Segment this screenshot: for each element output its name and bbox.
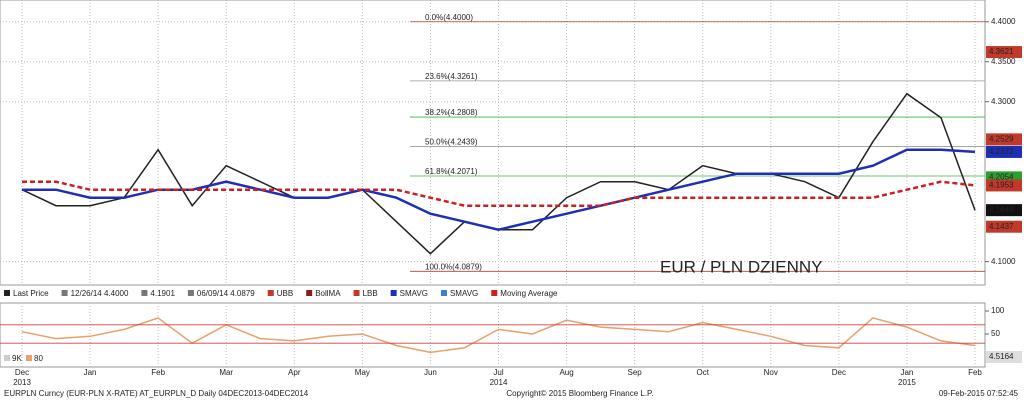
year-label: 2014 [490,378,508,387]
x-tick-label: Dec [832,368,846,377]
y-tick-label: 4.3000 [991,97,1016,106]
legend-label: 4.1901 [150,289,175,298]
footer-right: 09-Feb-2015 07:52:45 [939,389,1019,398]
legend-label: Last Price [13,289,49,298]
annotation: EUR / PLN DZIENNY [660,257,822,276]
year-label: 2013 [13,378,31,387]
fib-label: 100.0%(4.0879) [425,262,482,271]
last-value-tag [986,145,1022,158]
legend-label: SMAVG [450,289,478,298]
legend-label: UBB [277,289,293,298]
series-line [22,148,976,231]
last-value-label: 4.1437 [989,222,1014,231]
oscillator-panel [0,302,986,368]
last-value-tag [986,220,1022,233]
x-tick-label: May [355,368,370,377]
last-value-tag [986,179,1022,192]
legend-swatch [26,355,32,361]
legend-swatch [306,290,313,296]
x-tick-label: Dec [15,368,29,377]
legend-label: 06/09/14 4.0879 [197,289,255,298]
last-value-label: 4.3621 [989,47,1014,56]
last-value-tag [986,46,1022,59]
last-value-label: 4.2372 [989,147,1014,156]
main-panel [0,0,986,286]
last-value-label: 4.1953 [989,181,1014,190]
last-value-tag [986,204,1022,217]
legend-label: LBB [363,289,378,298]
fib-label: 38.2%(4.2808) [425,108,478,117]
footer-center: Copyright© 2015 Bloomberg Finance L.P. [506,389,653,398]
x-tick-label: Mar [219,368,233,377]
legend-swatch [440,290,447,296]
fib-label: 0.0%(4.4000) [425,13,473,22]
last-value-label: 4.2529 [989,134,1014,143]
legend-label: SMAVG [400,289,428,298]
legend-swatch [491,290,498,296]
last-value-label: 4.1644 [989,205,1014,214]
fib-label: 61.8%(4.2071) [425,167,478,176]
x-tick-label: Oct [696,368,709,377]
legend-label: BollMA [315,289,341,298]
legend-swatch [390,290,397,296]
last-value-tag [986,351,1022,363]
legend-label: Moving Average [500,289,558,298]
y-tick-label: 4.3500 [991,57,1016,66]
last-value-label: 4.5164 [989,352,1014,361]
last-value-label: 4.2054 [989,172,1014,181]
x-tick-label: Aug [559,368,573,377]
x-tick-label: Jun [424,368,437,377]
legend-swatch [267,290,274,296]
legend-swatch [187,290,194,296]
legend-swatch [141,290,148,296]
legend-label: 80 [34,354,43,363]
y-tick-label: 50 [991,329,1000,338]
x-tick-label: Jul [493,368,503,377]
y-tick-label: 100 [991,306,1005,315]
x-tick-label: Feb [151,368,165,377]
legend-swatch [61,290,68,296]
series-line [21,317,976,354]
x-tick-label: Sep [628,368,643,377]
x-tick-label: Feb [968,368,982,377]
y-tick-label: 4.1000 [991,257,1016,266]
legend-label: 9K [12,354,22,363]
fib-label: 23.6%(4.3261) [425,72,478,81]
legend-swatch [4,290,10,296]
legend-label: 12/26/14 4.4000 [71,289,129,298]
last-value-tag [986,133,1022,146]
legend-swatch [353,290,360,296]
y-tick-label: 4.4000 [991,17,1016,26]
footer-left: EURPLN Curncy (EUR-PLN X-RATE) AT_EURPLN… [4,389,309,398]
year-label: 2015 [898,378,916,387]
x-tick-label: Nov [764,368,778,377]
x-tick-label: Apr [288,368,301,377]
fib-label: 50.0%(4.2439) [425,138,478,147]
x-tick-label: Jan [900,368,913,377]
x-tick-label: Jan [84,368,97,377]
legend-swatch [4,355,10,361]
